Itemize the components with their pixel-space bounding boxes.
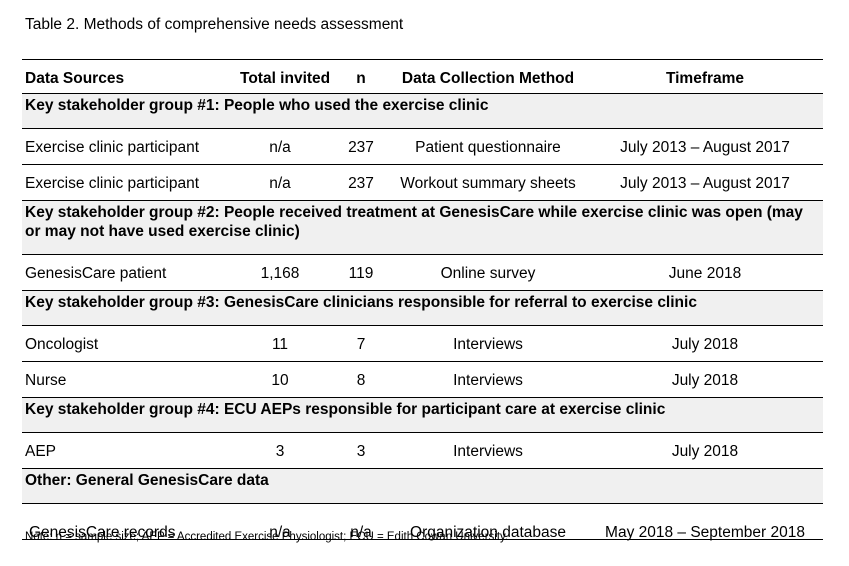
cell-source: Oncologist <box>25 336 99 353</box>
cell-timeframe: July 2013 – August 2017 <box>620 175 790 192</box>
cell-invited: n/a <box>269 524 291 541</box>
group-title: Key stakeholder group #4: ECU AEPs respo… <box>25 401 666 418</box>
table-row: GenesisCare records n/a n/a Organization… <box>22 504 823 541</box>
cell-invited: 10 <box>271 372 289 389</box>
group-row-4: Key stakeholder group #4: ECU AEPs respo… <box>22 398 823 433</box>
needs-assessment-table: Data Sources Total invited n Data Collec… <box>22 59 823 541</box>
cell-invited: 1,168 <box>260 265 300 282</box>
cell-n: 8 <box>356 372 366 389</box>
table-row: AEP 3 3 Interviews July 2018 <box>22 433 823 469</box>
cell-source: Exercise clinic participant <box>25 139 200 156</box>
cell-n: n/a <box>350 524 372 541</box>
group-row-1: Key stakeholder group #1: People who use… <box>22 94 823 129</box>
cell-source: Nurse <box>25 372 67 389</box>
cell-n: 3 <box>356 443 366 460</box>
table-caption: Table 2. Methods of comprehensive needs … <box>25 16 404 33</box>
header-timeframe: Timeframe <box>665 70 745 87</box>
cell-n: 7 <box>356 336 366 353</box>
table-row: Nurse 10 8 Interviews July 2018 <box>22 362 823 398</box>
cell-timeframe: July 2013 – August 2017 <box>620 139 790 156</box>
cell-source: Exercise clinic participant <box>25 175 200 192</box>
cell-timeframe: July 2018 <box>671 443 739 460</box>
header-collection-method: Data Collection Method <box>401 70 575 87</box>
cell-n: 119 <box>348 265 374 282</box>
group-row-other: Other: General GenesisCare data <box>22 469 823 504</box>
table-note: Note: n = sample size; AEP = Accredited … <box>25 531 509 543</box>
cell-invited: 11 <box>271 336 289 353</box>
cell-timeframe: June 2018 <box>668 265 742 282</box>
header-total-invited: Total invited <box>240 70 331 87</box>
group-title: Key stakeholder group #1: People who use… <box>25 97 489 114</box>
cell-method: Workout summary sheets <box>400 175 576 192</box>
group-row-2: Key stakeholder group #2: People receive… <box>22 201 823 255</box>
table-row: Exercise clinic participant n/a 237 Work… <box>22 165 823 201</box>
table-header-row: Data Sources Total invited n Data Collec… <box>22 59 823 94</box>
cell-n: 237 <box>348 139 374 156</box>
cell-timeframe: May 2018 – September 2018 <box>605 524 805 541</box>
group-row-3: Key stakeholder group #3: GenesisCare cl… <box>22 291 823 326</box>
table-row: Oncologist 11 7 Interviews July 2018 <box>22 326 823 362</box>
cell-source: AEP <box>25 443 57 460</box>
cell-method: Patient questionnaire <box>415 139 561 156</box>
group-title: Key stakeholder group #3: GenesisCare cl… <box>25 294 697 311</box>
cell-invited: n/a <box>269 139 291 156</box>
cell-method: Interviews <box>453 336 523 353</box>
header-data-sources: Data Sources <box>25 70 125 87</box>
cell-method: Interviews <box>453 443 523 460</box>
cell-timeframe: July 2018 <box>671 372 739 389</box>
cell-source: GenesisCare patient <box>25 265 167 282</box>
cell-method: Interviews <box>453 372 523 389</box>
cell-method: Organization database <box>410 524 566 541</box>
group-title: Key stakeholder group #2: People receive… <box>25 204 803 240</box>
cell-method: Online survey <box>440 265 536 282</box>
header-n: n <box>356 70 366 87</box>
cell-invited: n/a <box>269 175 291 192</box>
group-title: Other: General GenesisCare data <box>25 472 269 489</box>
cell-n: 237 <box>348 175 374 192</box>
cell-source: GenesisCare records <box>29 524 176 541</box>
table-row: Exercise clinic participant n/a 237 Pati… <box>22 129 823 165</box>
table-row: GenesisCare patient 1,168 119 Online sur… <box>22 255 823 291</box>
cell-invited: 3 <box>275 443 285 460</box>
cell-timeframe: July 2018 <box>671 336 739 353</box>
